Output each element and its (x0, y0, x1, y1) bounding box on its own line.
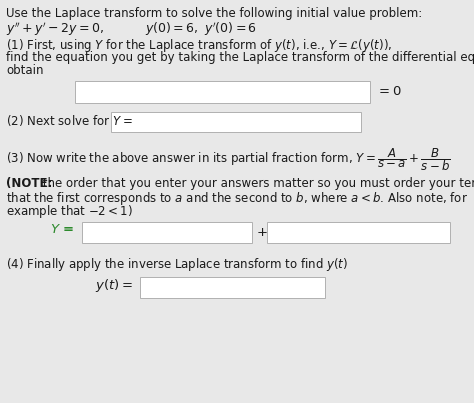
FancyBboxPatch shape (267, 222, 450, 243)
Text: (NOTE:: (NOTE: (6, 177, 52, 189)
Text: Use the Laplace transform to solve the following initial value problem:: Use the Laplace transform to solve the f… (6, 7, 422, 20)
FancyBboxPatch shape (75, 81, 370, 102)
Text: (4) Finally apply the inverse Laplace transform to find $y(t)$: (4) Finally apply the inverse Laplace tr… (6, 256, 348, 273)
FancyBboxPatch shape (111, 112, 361, 131)
Text: find the equation you get by taking the Laplace transform of the differential eq: find the equation you get by taking the … (6, 50, 474, 64)
Text: +: + (257, 226, 268, 239)
Text: (2) Next solve for $Y$ =: (2) Next solve for $Y$ = (6, 112, 134, 127)
Text: $y(t) =$: $y(t) =$ (95, 278, 133, 295)
Text: $\mathbf{\mathit{Y}}$ =: $\mathbf{\mathit{Y}}$ = (50, 223, 74, 236)
Text: $y(0) = 6,\ y'(0) = 6$: $y(0) = 6,\ y'(0) = 6$ (145, 21, 257, 38)
Text: the order that you enter your answers matter so you must order your terms so: the order that you enter your answers ma… (39, 177, 474, 189)
Text: example that $-2 < 1$): example that $-2 < 1$) (6, 204, 133, 220)
Text: $y'' + y' - 2y = 0,$: $y'' + y' - 2y = 0,$ (6, 21, 104, 38)
FancyBboxPatch shape (82, 222, 252, 243)
Text: obtain: obtain (6, 64, 44, 77)
Text: that the first corresponds to $a$ and the second to $b$, where $a < b$. Also not: that the first corresponds to $a$ and th… (6, 190, 468, 207)
Text: (1) First, using $Y$ for the Laplace transform of $y(t)$, i.e., $Y = \mathcal{L}: (1) First, using $Y$ for the Laplace tra… (6, 37, 392, 54)
FancyBboxPatch shape (140, 276, 325, 297)
Text: $= 0$: $= 0$ (376, 85, 402, 98)
Text: (3) Now write the above answer in its partial fraction form, $Y = \dfrac{A}{s-a}: (3) Now write the above answer in its pa… (6, 147, 451, 173)
